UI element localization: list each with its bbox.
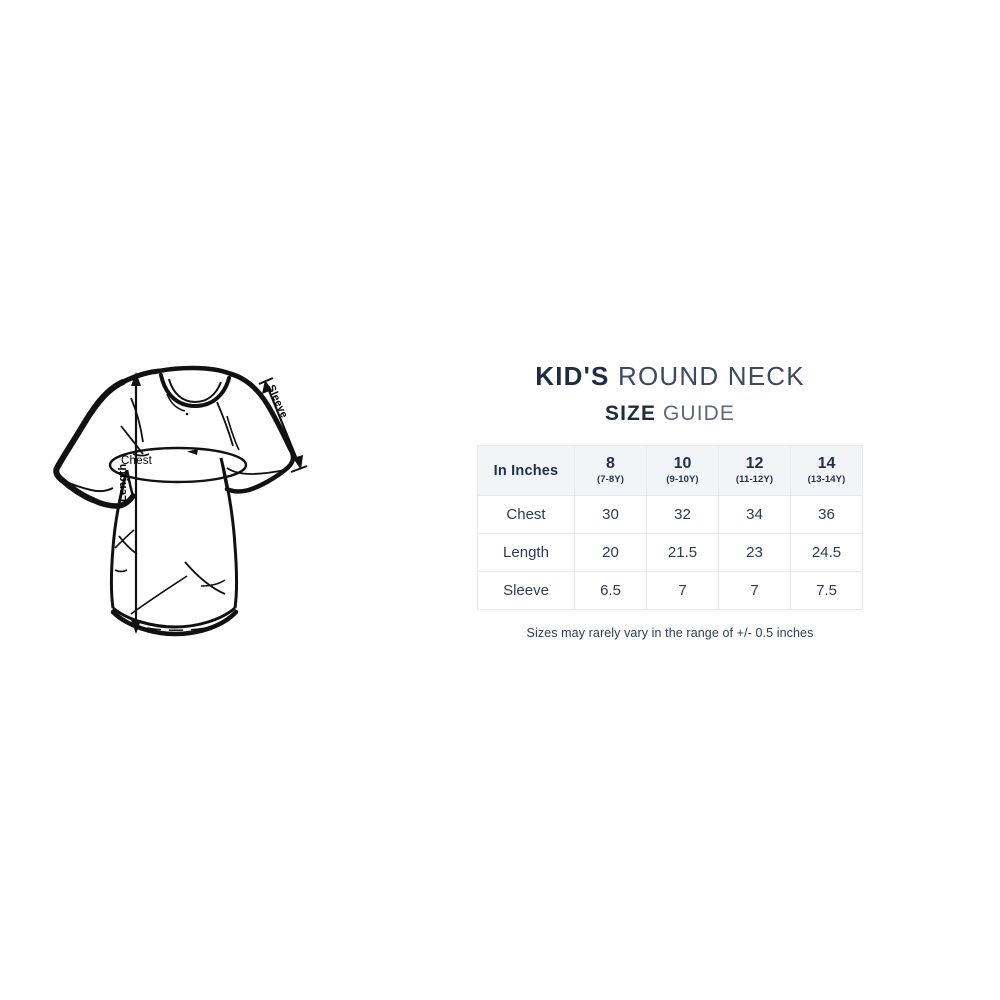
tshirt-right-sleeve-cuff [224,486,252,494]
header-size-cell-12: 12 (11-12Y) [718,445,791,496]
tshirt-hem-lower [110,609,239,637]
tshirt-left-sleeve-cuff [90,493,136,509]
tshirt-left-sleeve-inner [61,479,114,493]
chest-measure-arrowhead [187,449,198,455]
tshirt-hem-upper [112,606,236,629]
tshirt-neckline-dot [185,412,189,416]
cell-length-12: 23 [718,533,791,572]
tshirt-fold-left-body2 [114,569,128,573]
tshirt-fold-right-upper2 [226,415,240,451]
header-size-cell-8: 8 (7-8Y) [574,445,647,496]
page-title: KID'S ROUND NECK [440,360,900,392]
header-size-10: 10 [673,455,692,472]
page-title-bold: KID'S [535,361,610,391]
header-size-14: 14 [817,455,836,472]
tshirt-fold-bottom-center [130,575,188,615]
tshirt-fold-bottom-right [184,561,226,595]
length-measure-arrowhead-bottom [131,620,141,634]
table-header-row: In Inches 8 (7-8Y) 10 (9-10Y) 12 (11-12Y… [477,445,863,496]
tshirt-neckline-inner [159,373,231,409]
row-label-length: Length [477,533,575,572]
size-variance-note: Sizes may rarely vary in the range of +/… [526,626,814,640]
page-subtitle-light: GUIDE [663,402,736,425]
tshirt-left-shoulder-top [120,368,162,385]
tshirt-left-shoulder-outline [53,379,126,503]
table-row: Sleeve 6.5 7 7 7.5 [477,571,863,610]
page-subtitle-bold: SIZE [604,402,657,425]
cell-length-14: 24.5 [790,533,863,572]
size-guide-panel: KID'S ROUND NECK SIZE GUIDE In Inches 8 … [440,360,900,640]
header-age-12: (11-12Y) [735,474,774,485]
length-measure-arrowhead-top [131,372,141,386]
row-label-sleeve: Sleeve [477,571,575,610]
page-subtitle: SIZE GUIDE [440,401,900,427]
cell-length-10: 21.5 [646,533,719,572]
tshirt-neckline-ribbing [168,378,222,404]
tshirt-fold-right-upper [216,401,234,447]
cell-length-8: 20 [574,533,647,572]
tshirt-right-side-seam [219,457,238,609]
tshirt-neckline-detail-stitch [166,393,186,412]
chest-measure-ellipse [108,446,248,484]
tshirt-fold-left-upper [130,397,144,443]
header-size-cell-10: 10 (9-10Y) [646,445,719,496]
tshirt-fold-left-body [118,535,138,555]
tshirt-right-sleeve-outline [246,447,296,493]
chest-label: Chest [121,455,153,467]
sleeve-measure-arrowhead-top [262,380,272,394]
header-age-14: (13-14Y) [807,474,846,485]
header-size-8: 8 [606,455,615,472]
header-age-10: (9-10Y) [666,474,699,485]
tshirt-diagram-svg [53,365,308,637]
length-label: Length [117,463,129,502]
tshirt-illustration [35,350,335,650]
sleeve-measure-line [266,387,300,463]
size-table: In Inches 8 (7-8Y) 10 (9-10Y) 12 (11-12Y… [477,445,863,610]
table-row: Length 20 21.5 23 24.5 [477,533,863,572]
cell-sleeve-8: 6.5 [574,571,647,610]
sleeve-measure-arrowhead-bottom [293,455,303,470]
tshirt-right-shoulder-outline [228,371,294,453]
cell-chest-8: 30 [574,495,647,534]
header-age-8: (7-8Y) [597,474,624,485]
tshirt-fold-bottom-right2 [200,579,226,587]
length-measure-leader [114,529,135,549]
header-unit-label: In Inches [493,462,559,479]
tshirt-right-sleeve-inner [226,467,286,475]
header-size-12: 12 [745,455,764,472]
sleeve-measure-tick-bottom [290,465,308,473]
tshirt-neckline-outer [156,365,234,377]
cell-sleeve-14: 7.5 [790,571,863,610]
cell-chest-14: 36 [790,495,863,534]
header-unit-cell: In Inches [477,445,575,496]
tshirt-hem-stitch [146,627,206,631]
header-size-cell-14: 14 (13-14Y) [790,445,863,496]
row-label-chest: Chest [477,495,575,534]
table-row: Chest 30 32 34 36 [477,495,863,534]
tshirt-fold-left-arrowish2 [132,453,150,457]
cell-sleeve-12: 7 [718,571,791,610]
tshirt-left-side-seam [110,469,129,609]
cell-chest-12: 34 [718,495,791,534]
cell-sleeve-10: 7 [646,571,719,610]
page-title-light: ROUND NECK [617,361,805,391]
sleeve-measure-tick-top [258,377,274,385]
cell-chest-10: 32 [646,495,719,534]
tshirt-fold-left-arrowish [120,425,144,455]
